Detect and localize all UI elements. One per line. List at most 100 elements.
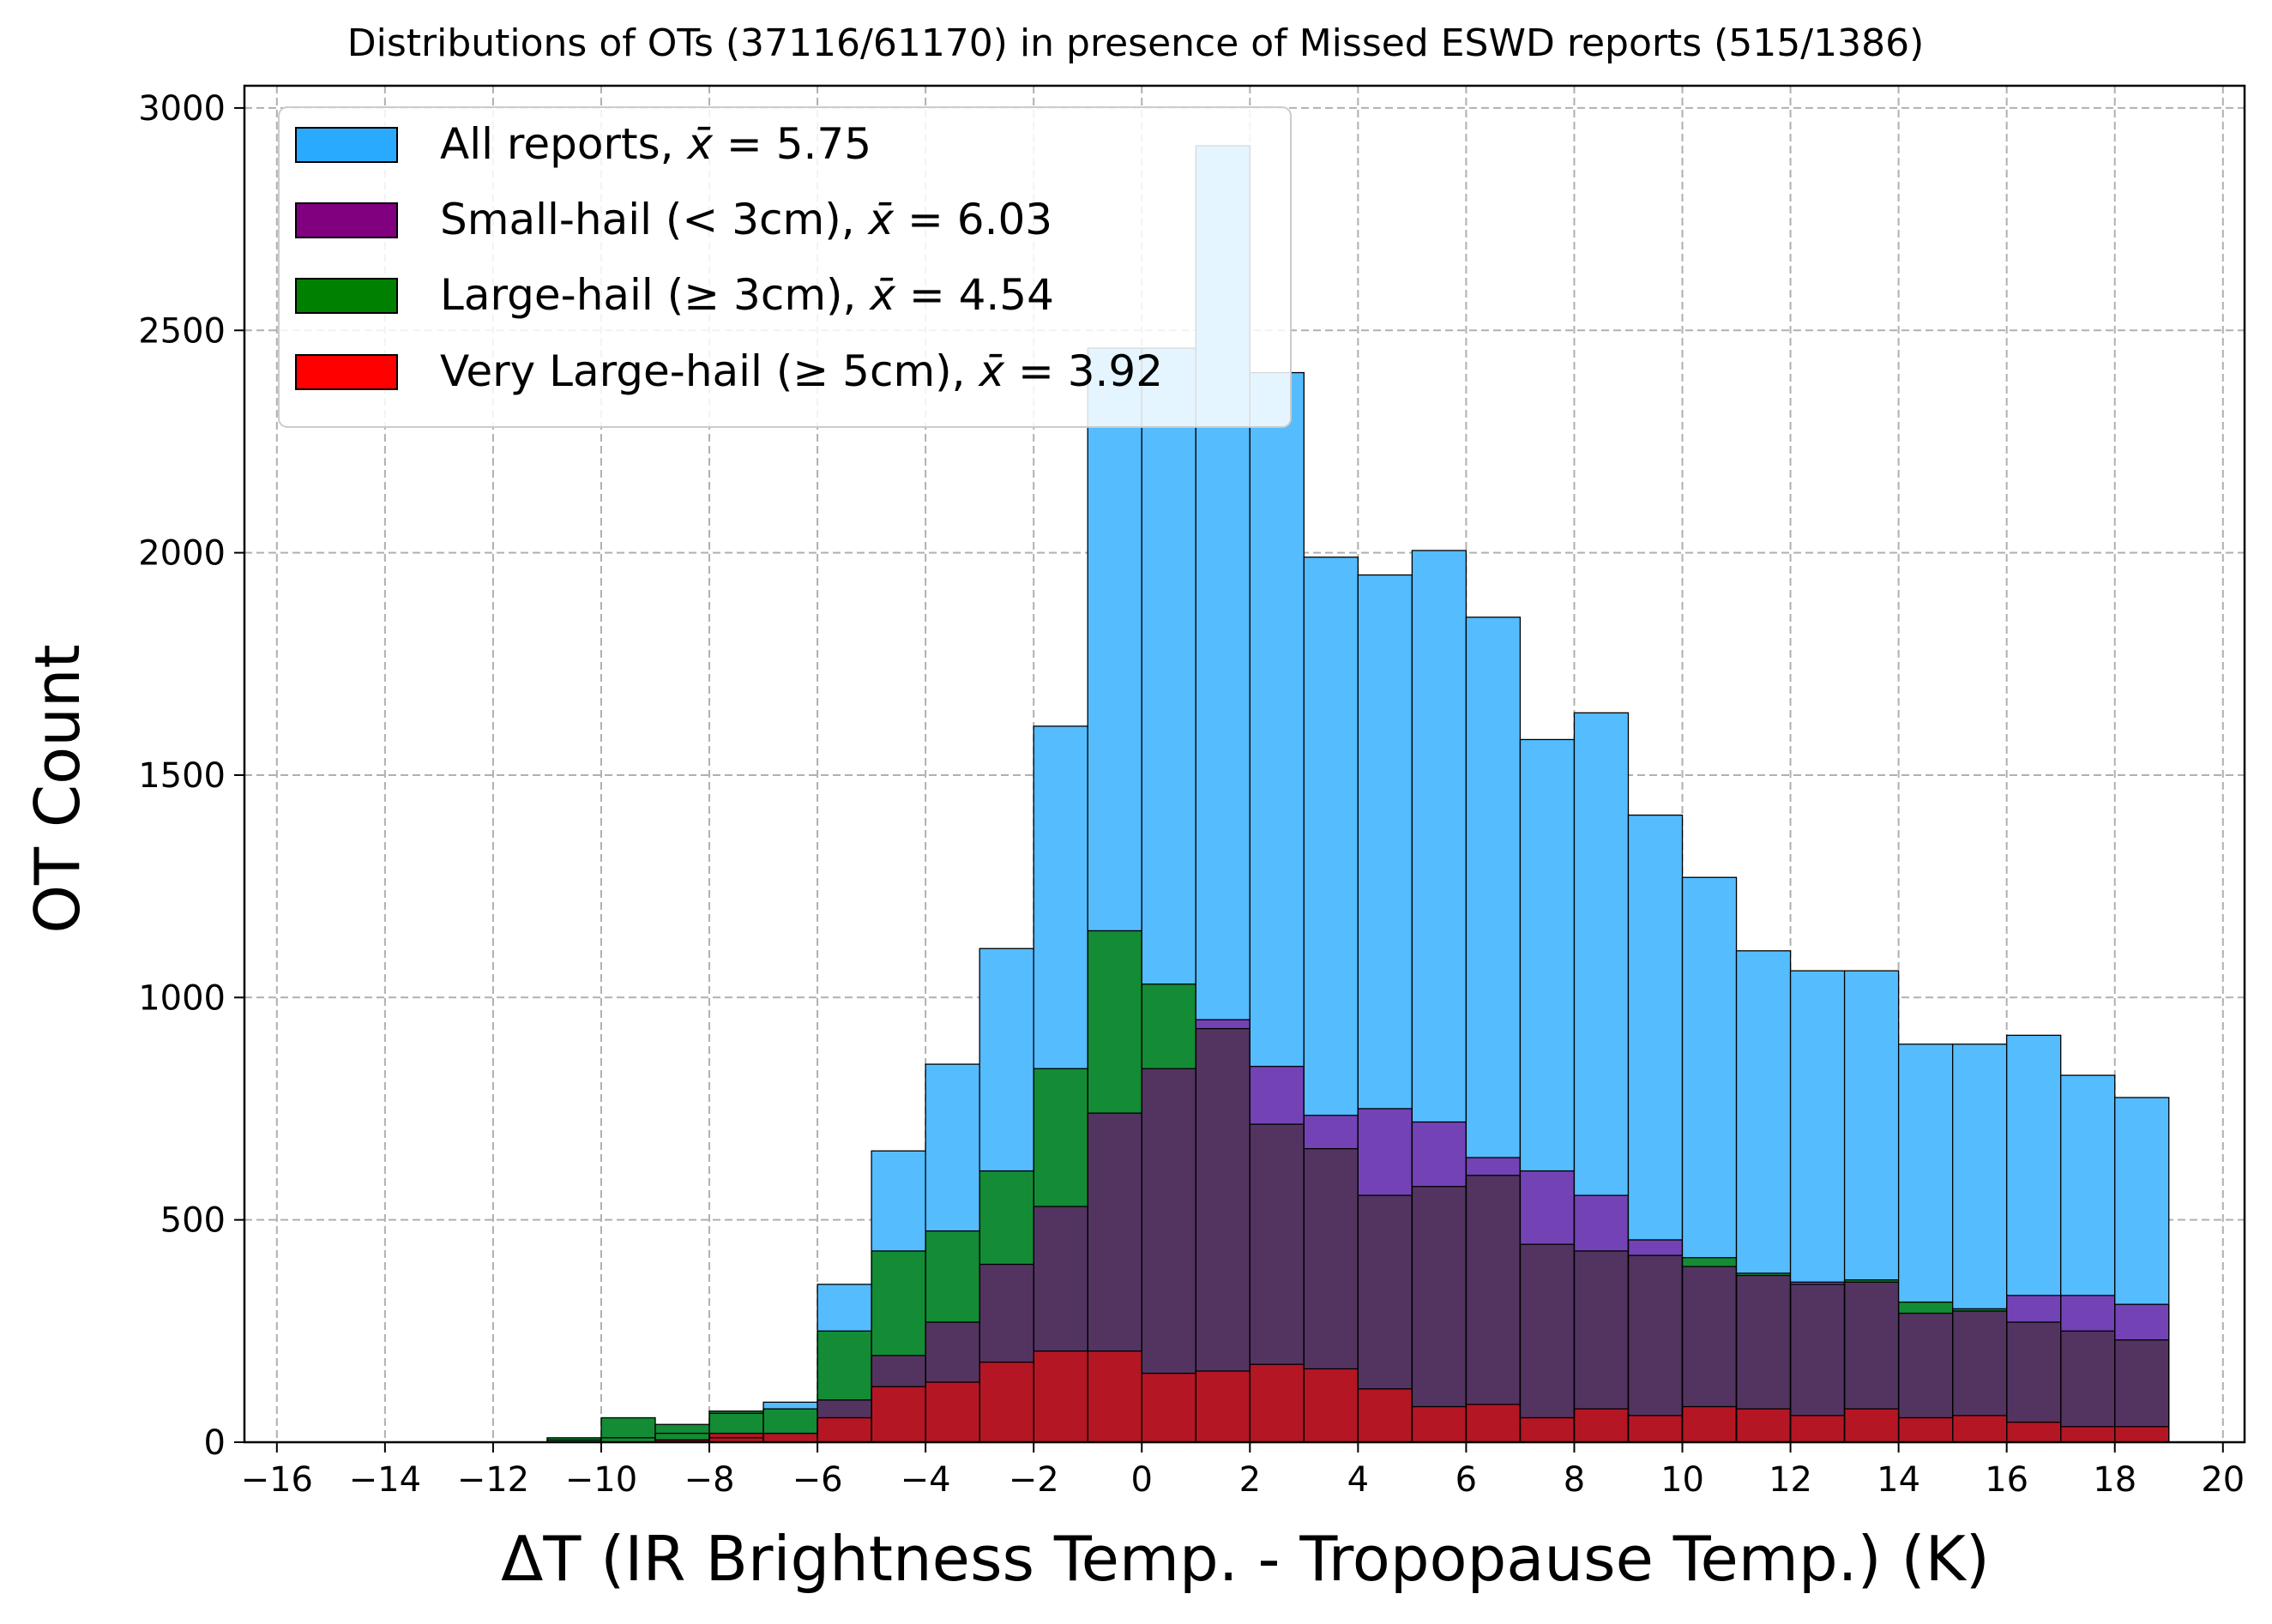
- bar-all-reports: [1142, 348, 1196, 984]
- bar-very-large-hail: [1142, 1373, 1196, 1442]
- bar-small-large-overlap: [979, 1264, 1034, 1362]
- bar-all-reports: [1952, 1044, 2007, 1309]
- bar-very-large-hail: [1034, 1350, 1088, 1442]
- bar-all-reports: [1088, 348, 1142, 931]
- bar-large-hail: [1682, 1257, 1737, 1267]
- bar-very-large-hail: [1736, 1409, 1791, 1442]
- bar-small-large-overlap: [1034, 1206, 1088, 1351]
- bar-large-hail: [925, 1230, 980, 1322]
- bar-small-large-overlap: [817, 1399, 872, 1418]
- x-tick-label: 8: [1564, 1460, 1585, 1500]
- x-tick-label: 0: [1131, 1460, 1153, 1500]
- bar-small-hail: [2114, 1304, 2169, 1340]
- bar-small-large-overlap: [1412, 1186, 1467, 1407]
- bar-small-hail: [1358, 1108, 1413, 1196]
- bar-large-hail: [1088, 930, 1142, 1114]
- x-tick-label: 2: [1239, 1460, 1261, 1500]
- bar-all-reports: [925, 1064, 980, 1231]
- bar-very-large-hail: [1358, 1388, 1413, 1442]
- bar-very-large-hail: [817, 1417, 872, 1442]
- legend-label: Large-hail (≥ 3cm), x̄ = 4.54: [440, 270, 1054, 320]
- bar-all-reports: [1250, 372, 1305, 1067]
- legend-label: All reports, x̄ = 5.75: [440, 119, 871, 169]
- bar-very-large-hail: [1574, 1409, 1629, 1442]
- bars: [546, 145, 2170, 1443]
- bar-all-reports: [1574, 713, 1629, 1196]
- bar-large-hail: [763, 1409, 818, 1434]
- bar-all-reports: [1898, 1044, 1953, 1302]
- bar-very-large-hail: [2060, 1426, 2115, 1442]
- chart-title: Distributions of OTs (37116/61170) in pr…: [347, 21, 1925, 65]
- bar-small-large-overlap: [1574, 1250, 1629, 1410]
- bar-large-hail: [979, 1170, 1034, 1265]
- bar-large-hail: [1034, 1068, 1088, 1207]
- x-tick-label: −14: [349, 1460, 421, 1500]
- bar-very-large-hail: [871, 1386, 926, 1442]
- y-tick-label: 3000: [138, 89, 226, 129]
- bar-small-hail: [1250, 1066, 1305, 1125]
- bar-small-hail: [1196, 1020, 1251, 1029]
- legend-box: [278, 106, 1292, 428]
- bar-small-hail: [1520, 1170, 1575, 1245]
- bar-very-large-hail: [2006, 1422, 2061, 1442]
- bar-small-large-overlap: [2060, 1331, 2115, 1427]
- x-tick-label: −8: [684, 1460, 735, 1500]
- bar-all-reports: [1520, 739, 1575, 1171]
- x-tick-label: 6: [1455, 1460, 1477, 1500]
- bar-small-large-overlap: [1682, 1266, 1737, 1407]
- legend-label: Small-hail (< 3cm), x̄ = 6.03: [440, 195, 1052, 244]
- y-axis-label: OT Count: [21, 644, 93, 933]
- bar-all-reports: [1682, 877, 1737, 1258]
- bar-small-hail: [1628, 1239, 1683, 1256]
- bar-all-reports: [1844, 971, 1899, 1280]
- bar-all-reports: [2006, 1035, 2061, 1296]
- bar-small-large-overlap: [2114, 1339, 2169, 1427]
- bar-small-hail: [2006, 1295, 2061, 1322]
- bar-very-large-hail: [1628, 1415, 1683, 1442]
- x-axis-label: ΔT (IR Brightness Temp. - Tropopause Tem…: [501, 1523, 1990, 1595]
- bar-small-large-overlap: [871, 1355, 926, 1387]
- y-tick-label: 1500: [138, 756, 226, 796]
- bar-small-large-overlap: [1088, 1113, 1142, 1351]
- bar-large-hail: [655, 1424, 710, 1441]
- bar-all-reports: [1412, 550, 1467, 1122]
- bar-small-large-overlap: [1142, 1068, 1196, 1374]
- x-tick-label: −10: [565, 1460, 637, 1500]
- legend-swatch: [295, 278, 398, 314]
- bar-very-large-hail: [1088, 1350, 1142, 1442]
- bar-very-large-hail: [1304, 1368, 1359, 1442]
- bar-small-hail: [1412, 1122, 1467, 1187]
- bar-very-large-hail: [655, 1440, 710, 1442]
- legend-swatch: [295, 202, 398, 238]
- bar-large-hail: [817, 1331, 872, 1400]
- x-tick-label: 18: [2093, 1460, 2136, 1500]
- legend-label: Very Large-hail (≥ 5cm), x̄ = 3.92: [440, 346, 1163, 396]
- bar-small-large-overlap: [1304, 1148, 1359, 1369]
- axes-frame: [243, 84, 2246, 1444]
- y-ticks: 0 500 1000 1500 2000 2500 3000: [138, 89, 244, 1463]
- bar-small-large-overlap: [1358, 1195, 1413, 1389]
- bar-all-reports: [2114, 1098, 2169, 1305]
- legend: All reports, x̄ = 5.75 Small-hail (< 3cm)…: [278, 106, 1292, 428]
- bar-large-hail: [871, 1250, 926, 1356]
- bar-very-large-hail: [2114, 1426, 2169, 1442]
- bar-very-large-hail: [1412, 1406, 1467, 1442]
- bar-all-reports: [1466, 617, 1521, 1158]
- bar-very-large-hail: [1844, 1409, 1899, 1442]
- bar-small-hail: [2060, 1295, 2115, 1332]
- bar-small-large-overlap: [1790, 1284, 1845, 1416]
- bar-all-reports: [979, 948, 1034, 1171]
- y-tick-label: 2000: [138, 534, 226, 574]
- bar-all-reports: [1736, 950, 1791, 1273]
- bar-very-large-hail: [1952, 1415, 2007, 1442]
- bar-small-large-overlap: [925, 1321, 980, 1382]
- legend-swatch: [295, 354, 398, 390]
- bar-small-large-overlap: [1466, 1175, 1521, 1404]
- bar-small-large-overlap: [1736, 1275, 1791, 1410]
- x-tick-label: −16: [241, 1460, 313, 1500]
- bar-very-large-hail: [1196, 1371, 1251, 1442]
- bar-small-hail: [1466, 1158, 1521, 1176]
- y-tick-label: 0: [204, 1423, 226, 1463]
- x-tick-label: 14: [1877, 1460, 1920, 1500]
